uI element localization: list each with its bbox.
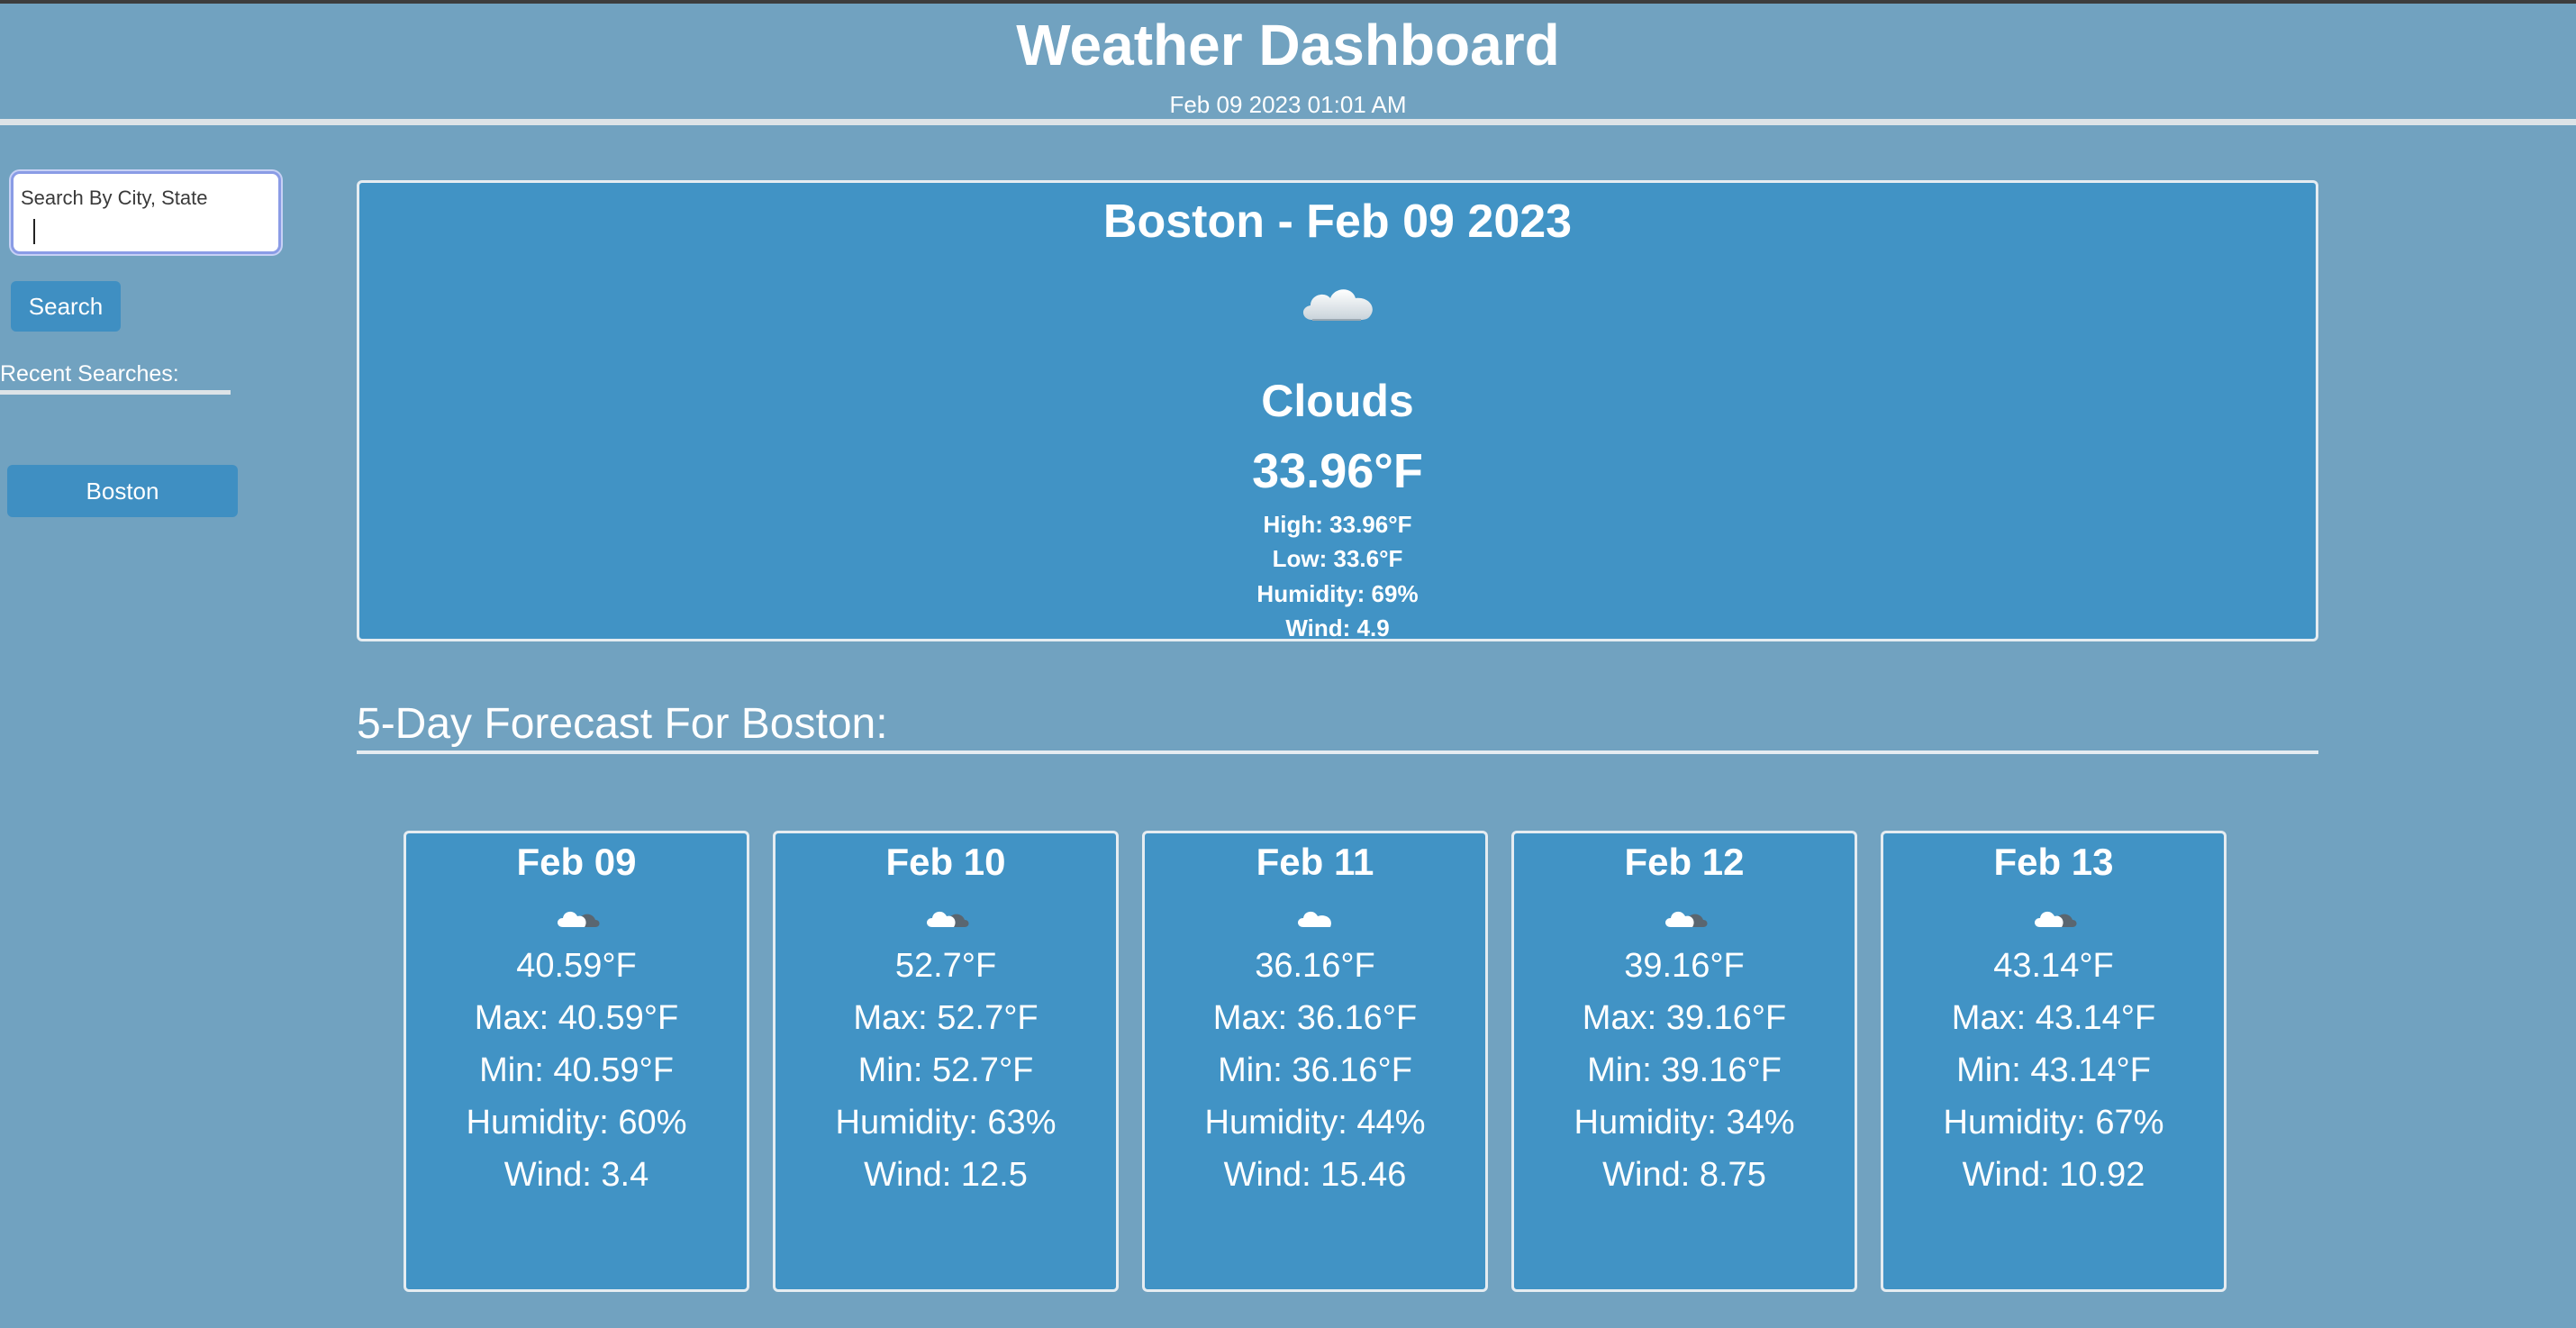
recent-search-item[interactable]: Boston [7,465,238,517]
forecast-wind: Wind: 3.4 [503,1156,649,1194]
forecast-wind: Wind: 15.46 [1223,1156,1407,1194]
forecast-date: Feb 13 [1993,841,2114,883]
forecast-min: Min: 43.14°F [1956,1051,2151,1089]
recent-searches-title: Recent Searches: [0,361,179,387]
search-label: Search By City, State [21,186,208,209]
window-top-strip [0,0,2576,4]
forecast-max: Max: 43.14°F [1951,999,2156,1037]
forecast-humidity: Humidity: 44% [1204,1104,1426,1142]
forecast-divider [357,750,2318,754]
humidity-value: Humidity: 69% [1256,580,1419,607]
partly-cloudy-icon [927,911,969,927]
forecast-temp: 40.59°F [516,947,637,985]
forecast-card: Feb 09 40.59°F Max: 40.59°F Min: 40.59°F… [404,831,749,1292]
forecast-min: Min: 39.16°F [1587,1051,1782,1089]
forecast-temp: 36.16°F [1255,947,1375,985]
forecast-max: Max: 39.16°F [1582,999,1787,1037]
forecast-humidity: Humidity: 60% [466,1104,687,1142]
search-input[interactable] [30,214,273,244]
partly-cloudy-icon [558,911,600,927]
wind-value: Wind: 4.9 [1285,614,1390,641]
current-weather-card: Boston - Feb 09 2023 Clouds 33.96°F High… [357,180,2318,641]
forecast-humidity: Humidity: 67% [1943,1104,2164,1142]
forecast-max: Max: 52.7°F [853,999,1039,1037]
partly-cloudy-icon [1665,911,1708,927]
forecast-min: Min: 40.59°F [479,1051,674,1089]
current-datetime: Feb 09 2023 01:01 AM [1169,91,1407,118]
search-button[interactable]: Search [11,281,121,332]
forecast-max: Max: 40.59°F [474,999,679,1037]
forecast-card: Feb 12 39.16°F Max: 39.16°F Min: 39.16°F… [1511,831,1857,1292]
search-field[interactable]: Search By City, State [11,171,281,254]
clouds-icon [1298,911,1331,927]
forecast-wind: Wind: 8.75 [1602,1156,1766,1194]
forecast-min: Min: 36.16°F [1218,1051,1412,1089]
text-caret [33,219,35,244]
page-header: Weather Dashboard Feb 09 2023 01:01 AM [0,4,2576,119]
forecast-card: Feb 13 43.14°F Max: 43.14°F Min: 43.14°F… [1881,831,2227,1292]
partly-cloudy-icon [2035,911,2077,927]
forecast-date: Feb 09 [516,841,637,883]
high-temperature: High: 33.96°F [1263,511,1412,538]
current-city-date: Boston - Feb 09 2023 [1102,196,1573,248]
forecast-heading: 5-Day Forecast For Boston: [357,700,888,748]
recent-searches-divider [0,390,231,395]
forecast-humidity: Humidity: 63% [835,1104,1057,1142]
forecast-card: Feb 10 52.7°F Max: 52.7°F Min: 52.7°F Hu… [773,831,1119,1292]
forecast-temp: 43.14°F [1993,947,2114,985]
page-title: Weather Dashboard [1016,13,1560,77]
forecast-date: Feb 11 [1256,841,1374,883]
forecast-max: Max: 36.16°F [1212,999,1418,1037]
current-temperature: 33.96°F [1252,444,1423,498]
forecast-wind: Wind: 12.5 [864,1156,1028,1194]
forecast-wind: Wind: 10.92 [1962,1156,2145,1194]
clouds-icon [1302,289,1373,321]
forecast-min: Min: 52.7°F [857,1051,1034,1089]
forecast-temp: 39.16°F [1624,947,1745,985]
forecast-date: Feb 12 [1624,841,1745,883]
forecast-card: Feb 11 36.16°F Max: 36.16°F Min: 36.16°F… [1142,831,1488,1292]
low-temperature: Low: 33.6°F [1272,545,1403,572]
weather-description: Clouds [1261,376,1414,426]
forecast-temp: 52.7°F [894,947,997,985]
forecast-humidity: Humidity: 34% [1574,1104,1795,1142]
forecast-date: Feb 10 [885,841,1006,883]
header-divider [0,119,2576,125]
